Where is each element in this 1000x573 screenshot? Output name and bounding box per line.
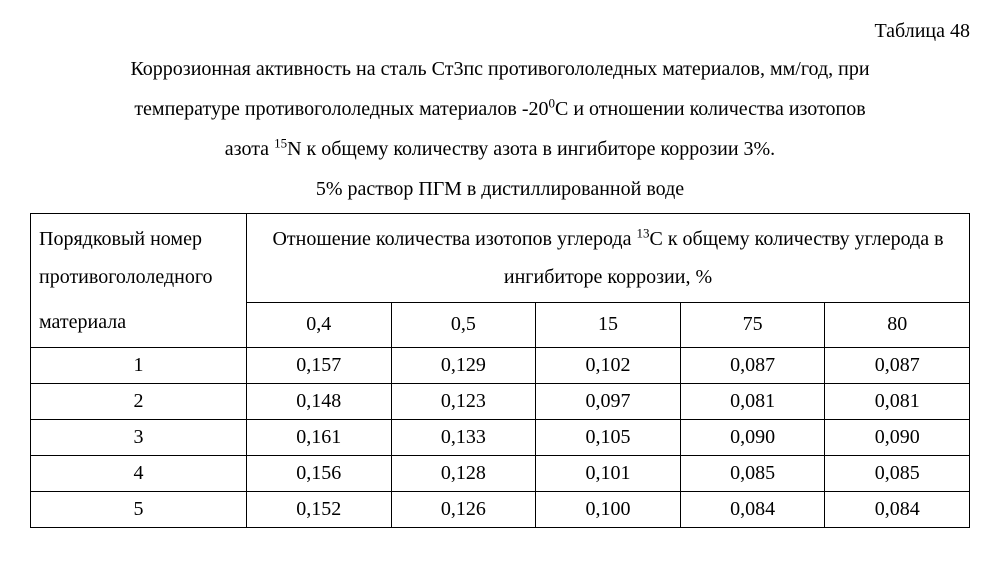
table-number-label: Таблица 48 <box>30 20 970 43</box>
caption-line-4: 5% раствор ПГМ в дистиллированной воде <box>316 178 684 200</box>
col-header-5: 80 <box>825 303 970 348</box>
row-index: 5 <box>31 491 247 527</box>
row-header-bot: материала <box>31 303 247 348</box>
cell: 0,087 <box>680 347 825 383</box>
cell: 0,100 <box>536 491 681 527</box>
cell: 0,081 <box>680 383 825 419</box>
data-table: Порядковый номер противогололедного Отно… <box>30 213 970 528</box>
cell: 0,126 <box>391 491 536 527</box>
cell: 0,087 <box>825 347 970 383</box>
table-row: 5 0,152 0,126 0,100 0,084 0,084 <box>31 491 970 527</box>
cell: 0,161 <box>247 419 392 455</box>
cell: 0,085 <box>680 455 825 491</box>
table-caption: Коррозионная активность на сталь Ст3пс п… <box>30 49 970 209</box>
cell: 0,152 <box>247 491 392 527</box>
cell: 0,084 <box>825 491 970 527</box>
caption-line-1: Коррозионная активность на сталь Ст3пс п… <box>130 58 869 80</box>
cell: 0,081 <box>825 383 970 419</box>
cell: 0,148 <box>247 383 392 419</box>
caption-line-2a: температуре противогололедных материалов… <box>134 98 548 120</box>
cell: 0,085 <box>825 455 970 491</box>
group-header-a: Отношение количества изотопов углерода <box>272 228 636 250</box>
row-index: 1 <box>31 347 247 383</box>
caption-line-2b: С и отношении количества изотопов <box>555 98 866 120</box>
cell: 0,156 <box>247 455 392 491</box>
table-row: 2 0,148 0,123 0,097 0,081 0,081 <box>31 383 970 419</box>
table-row: 4 0,156 0,128 0,101 0,085 0,085 <box>31 455 970 491</box>
table-row: 1 0,157 0,129 0,102 0,087 0,087 <box>31 347 970 383</box>
cell: 0,090 <box>825 419 970 455</box>
col-header-2: 0,5 <box>391 303 536 348</box>
col-header-1: 0,4 <box>247 303 392 348</box>
table-header-row-1: Порядковый номер противогололедного Отно… <box>31 214 970 303</box>
cell: 0,084 <box>680 491 825 527</box>
caption-line-3b: N к общему количеству азота в ингибиторе… <box>287 138 775 160</box>
cell: 0,105 <box>536 419 681 455</box>
cell: 0,123 <box>391 383 536 419</box>
cell: 0,128 <box>391 455 536 491</box>
cell: 0,133 <box>391 419 536 455</box>
cell: 0,097 <box>536 383 681 419</box>
cell: 0,090 <box>680 419 825 455</box>
table-header-row-2: материала 0,4 0,5 15 75 80 <box>31 303 970 348</box>
caption-sup-isotope-n: 15 <box>274 135 287 150</box>
cell: 0,102 <box>536 347 681 383</box>
col-header-3: 15 <box>536 303 681 348</box>
cell: 0,101 <box>536 455 681 491</box>
table-row: 3 0,161 0,133 0,105 0,090 0,090 <box>31 419 970 455</box>
row-index: 2 <box>31 383 247 419</box>
row-index: 3 <box>31 419 247 455</box>
cell: 0,129 <box>391 347 536 383</box>
group-header-sup: 13 <box>636 225 649 240</box>
group-header: Отношение количества изотопов углерода 1… <box>247 214 970 303</box>
row-header-top: Порядковый номер противогололедного <box>31 214 247 303</box>
col-header-4: 75 <box>680 303 825 348</box>
row-index: 4 <box>31 455 247 491</box>
caption-line-3a: азота <box>225 138 274 160</box>
cell: 0,157 <box>247 347 392 383</box>
